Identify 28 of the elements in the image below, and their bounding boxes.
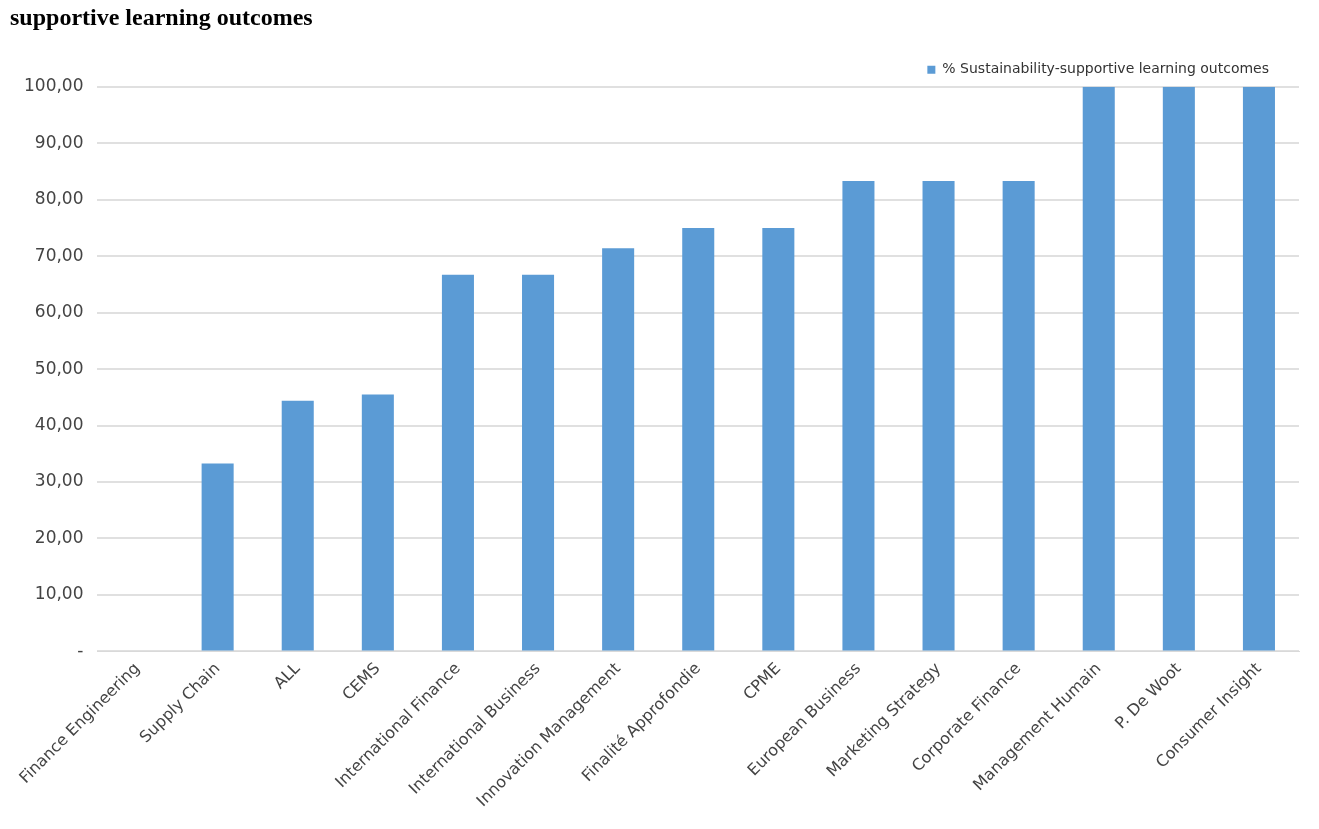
bar [762, 227, 795, 651]
legend-label: % Sustainability-supportive learning outcomes [942, 60, 1270, 77]
bar [922, 181, 955, 651]
bar [201, 463, 234, 651]
bar [1162, 86, 1195, 651]
bar [1002, 181, 1035, 651]
bar [1242, 86, 1275, 651]
x-tick-label: ALL [269, 658, 304, 693]
bar [441, 274, 474, 651]
bar [1082, 86, 1115, 651]
bar [602, 248, 635, 651]
y-tick-label: 40,00 [34, 413, 84, 434]
y-tick-label: 10,00 [34, 583, 84, 604]
bar [842, 181, 875, 651]
bar [281, 400, 314, 651]
y-tick-label: 20,00 [34, 526, 84, 547]
bar [522, 274, 555, 651]
y-tick-label: - [77, 639, 84, 660]
y-tick-label: 100,00 [24, 75, 84, 96]
y-tick-label: 30,00 [34, 470, 84, 491]
chart-title: supportive learning outcomes [10, 3, 313, 30]
y-tick-label: 60,00 [34, 301, 84, 322]
bar [682, 227, 715, 651]
y-tick-label: 50,00 [34, 357, 84, 378]
y-tick-label: 90,00 [34, 131, 84, 152]
bar [361, 394, 394, 651]
y-tick-label: 70,00 [34, 244, 84, 265]
y-tick-label: 80,00 [34, 188, 84, 209]
